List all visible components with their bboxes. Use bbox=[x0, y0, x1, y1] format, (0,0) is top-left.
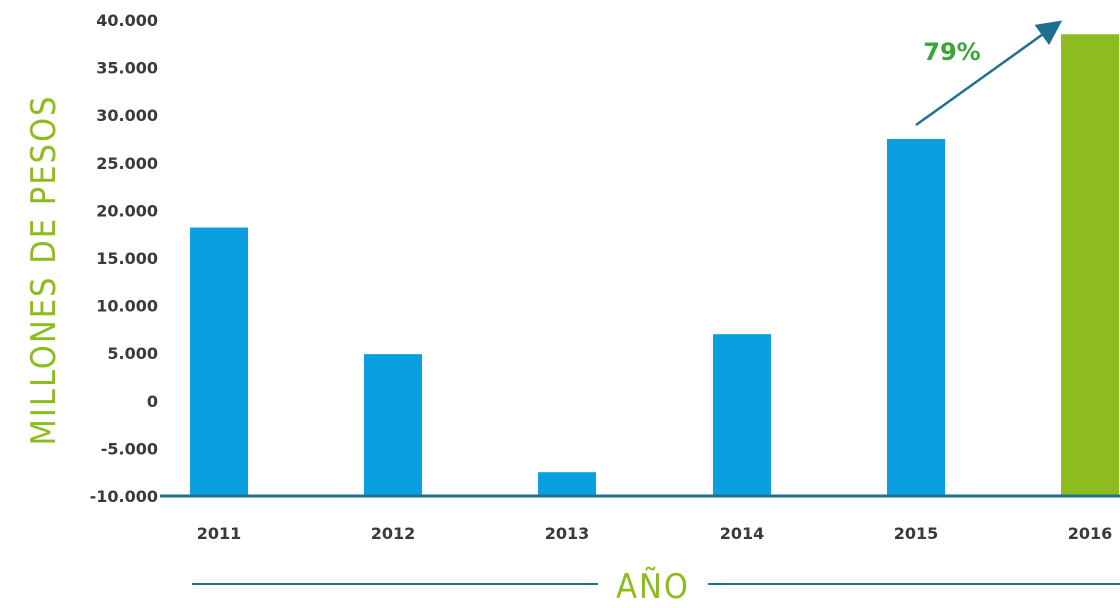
y-tick-label: 25.000 bbox=[96, 154, 158, 173]
y-tick-label: 15.000 bbox=[96, 249, 158, 268]
bar-2015 bbox=[887, 139, 945, 496]
y-axis-ticks: 40.000 35.000 30.000 25.000 20.000 15.000 10.0… bbox=[90, 11, 158, 506]
bar-2013 bbox=[538, 472, 596, 496]
x-tick-label: 2013 bbox=[545, 524, 590, 543]
bar-2016 bbox=[1061, 34, 1119, 496]
bar-2014 bbox=[713, 334, 771, 496]
y-tick-label: 35.000 bbox=[96, 59, 158, 78]
growth-annotation: 79% bbox=[923, 38, 980, 66]
y-tick-label: 20.000 bbox=[96, 201, 158, 220]
y-tick-label: 5.000 bbox=[107, 344, 158, 363]
x-tick-label: 2015 bbox=[894, 524, 939, 543]
x-tick-label: 2012 bbox=[371, 524, 416, 543]
bar-2012 bbox=[364, 354, 422, 496]
y-axis-title: MILLONES DE PESOS bbox=[24, 95, 64, 446]
bars bbox=[190, 34, 1119, 496]
y-tick-label: 10.000 bbox=[96, 297, 158, 316]
y-tick-label: 40.000 bbox=[96, 11, 158, 30]
y-tick-label: -5.000 bbox=[101, 439, 158, 458]
growth-arrow bbox=[915, 20, 1063, 127]
x-tick-label: 2016 bbox=[1068, 524, 1113, 543]
y-tick-label: 30.000 bbox=[96, 106, 158, 125]
x-axis-title: AÑO bbox=[616, 567, 690, 607]
y-tick-label: -10.000 bbox=[90, 487, 158, 506]
x-tick-label: 2011 bbox=[197, 524, 242, 543]
x-axis-ticks: 2011 2012 2013 2014 2015 2016 bbox=[197, 524, 1113, 543]
bar-2011 bbox=[190, 227, 248, 496]
x-tick-label: 2014 bbox=[720, 524, 765, 543]
y-tick-label: 0 bbox=[147, 392, 158, 411]
